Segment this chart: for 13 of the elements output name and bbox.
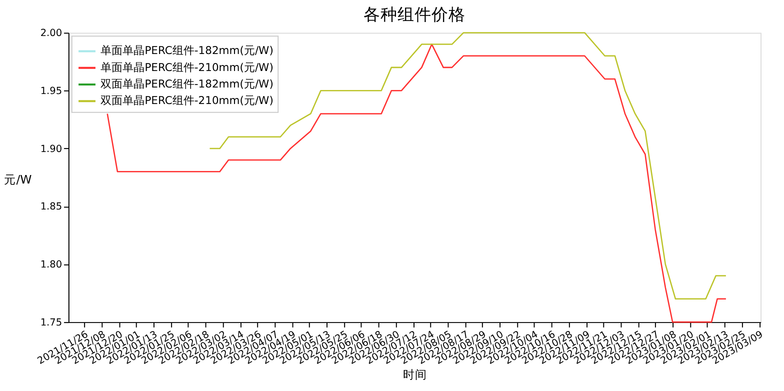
legend-label: 单面单晶PERC组件-210mm(元/W) (100, 60, 274, 74)
legend-label: 双面单晶PERC组件-210mm(元/W) (100, 94, 274, 108)
y-axis-title: 元/W (4, 172, 32, 187)
legend-label: 双面单晶PERC组件-182mm(元/W) (100, 77, 274, 90)
x-axis-title: 时间 (402, 368, 427, 382)
legend-label: 单面单晶PERC组件-182mm(元/W) (100, 44, 274, 58)
y-tick-label: 1.80 (40, 260, 62, 271)
chart-title: 各种组件价格 (363, 5, 466, 24)
y-tick-label: 1.90 (40, 144, 62, 155)
y-tick-label: 1.85 (40, 202, 62, 213)
y-tick-label: 1.75 (40, 317, 62, 328)
y-tick-label: 1.95 (40, 86, 62, 98)
y-tick-label: 2.00 (40, 28, 62, 40)
